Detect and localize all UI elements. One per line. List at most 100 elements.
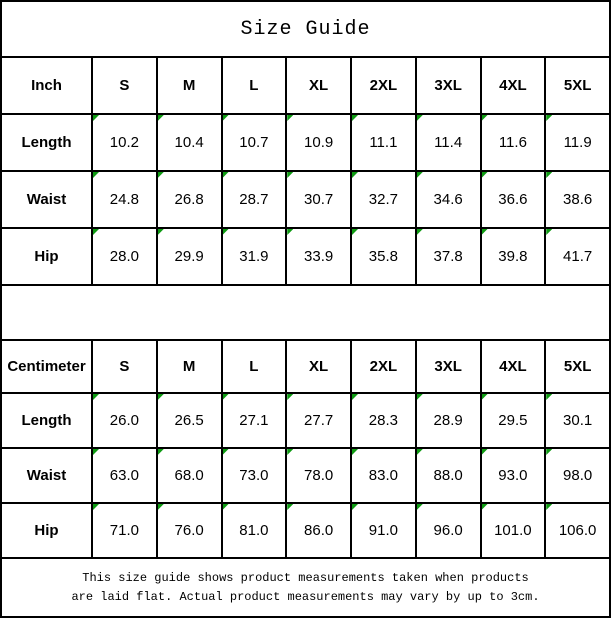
value-cell: 24.8 [93, 172, 156, 227]
size-header-cell: 2XL [352, 341, 415, 392]
value-cell: 26.5 [157, 394, 221, 447]
value-text: 29.5 [498, 412, 528, 429]
size-header-cell: XL [287, 341, 350, 392]
value-text: 26.8 [174, 191, 204, 208]
flag-triangle-icon [222, 115, 229, 121]
value-cell: 98.0 [546, 449, 609, 502]
value-text: 31.9 [239, 248, 269, 265]
value-text: 11.9 [563, 134, 592, 151]
size-header-cell: L [222, 341, 286, 392]
row-label-cell: Hip [2, 229, 91, 284]
row-label-cell: Length [2, 394, 91, 447]
size-header-cell: S [93, 341, 156, 392]
value-cell: 11.6 [481, 115, 545, 170]
unit-header-cell: Inch [2, 58, 91, 113]
value-text: 11.4 [434, 134, 463, 151]
value-cell: 76.0 [157, 504, 221, 557]
flag-triangle-icon [481, 115, 488, 121]
value-cell: 28.0 [93, 229, 156, 284]
flag-triangle-icon [546, 504, 553, 510]
value-cell: 27.1 [222, 394, 286, 447]
flag-triangle-icon [481, 394, 488, 400]
flag-triangle-icon [222, 172, 229, 178]
flag-triangle-icon [416, 449, 423, 455]
value-text: 71.0 [109, 522, 139, 539]
value-cell: 38.6 [546, 172, 609, 227]
value-text: 10.9 [304, 134, 334, 151]
flag-triangle-icon [546, 172, 553, 178]
flag-triangle-icon [352, 449, 358, 455]
flag-triangle-icon [352, 394, 358, 400]
value-cell: 91.0 [352, 504, 415, 557]
flag-triangle-icon [93, 229, 99, 235]
value-cell: 88.0 [416, 449, 480, 502]
flag-triangle-icon [157, 172, 164, 178]
value-cell: 30.7 [287, 172, 350, 227]
value-cell: 36.6 [481, 172, 545, 227]
flag-triangle-icon [222, 449, 229, 455]
size-header-cell: L [222, 58, 286, 113]
row-label-cell: Length [2, 115, 91, 170]
flag-triangle-icon [416, 229, 423, 235]
value-text: 30.7 [304, 191, 334, 208]
flag-triangle-icon [416, 115, 423, 121]
flag-triangle-icon [416, 394, 423, 400]
size-header-cell: 5XL [546, 58, 609, 113]
value-cell: 39.8 [481, 229, 545, 284]
value-text: 33.9 [304, 248, 334, 265]
value-text: 10.4 [174, 134, 204, 151]
value-text: 10.7 [239, 134, 269, 151]
row-label-cell: Waist [2, 172, 91, 227]
value-text: 76.0 [174, 522, 204, 539]
flag-triangle-icon [93, 172, 99, 178]
value-text: 27.7 [304, 412, 334, 429]
value-cell: 29.9 [157, 229, 221, 284]
value-cell: 26.0 [93, 394, 156, 447]
value-text: 106.0 [558, 522, 597, 539]
flag-triangle-icon [416, 172, 423, 178]
flag-triangle-icon [287, 449, 294, 455]
value-cell: 101.0 [481, 504, 545, 557]
value-text: 83.0 [368, 467, 398, 484]
size-header-cell: 3XL [416, 341, 480, 392]
value-text: 96.0 [433, 522, 463, 539]
size-header-cell: S [93, 58, 156, 113]
size-header-cell: XL [287, 58, 350, 113]
value-cell: 63.0 [93, 449, 156, 502]
value-text: 68.0 [174, 467, 204, 484]
value-cell: 33.9 [287, 229, 350, 284]
value-cell: 29.5 [481, 394, 545, 447]
size-header-cell: 5XL [546, 341, 609, 392]
value-cell: 32.7 [352, 172, 415, 227]
flag-triangle-icon [352, 115, 358, 121]
flag-triangle-icon [93, 115, 99, 121]
value-text: 30.1 [563, 412, 593, 429]
value-cell: 10.2 [93, 115, 156, 170]
value-cell: 10.9 [287, 115, 350, 170]
spacer-row [2, 286, 609, 339]
flag-triangle-icon [93, 504, 99, 510]
value-text: 37.8 [433, 248, 463, 265]
footer-note: This size guide shows product measuremen… [2, 559, 609, 616]
value-text: 32.7 [368, 191, 398, 208]
flag-triangle-icon [287, 394, 294, 400]
value-cell: 96.0 [416, 504, 480, 557]
value-cell: 11.1 [352, 115, 415, 170]
value-text: 39.8 [498, 248, 528, 265]
value-text: 11.1 [369, 134, 398, 151]
value-text: 29.9 [174, 248, 204, 265]
value-text: 73.0 [239, 467, 269, 484]
value-cell: 30.1 [546, 394, 609, 447]
value-text: 34.6 [433, 191, 463, 208]
flag-triangle-icon [546, 229, 553, 235]
flag-triangle-icon [287, 172, 294, 178]
value-text: 41.7 [563, 248, 593, 265]
value-cell: 81.0 [222, 504, 286, 557]
flag-triangle-icon [481, 449, 488, 455]
flag-triangle-icon [222, 394, 229, 400]
flag-triangle-icon [157, 115, 164, 121]
page-title: Size Guide [2, 2, 609, 56]
value-cell: 86.0 [287, 504, 350, 557]
row-label-cell: Hip [2, 504, 91, 557]
flag-triangle-icon [93, 394, 99, 400]
